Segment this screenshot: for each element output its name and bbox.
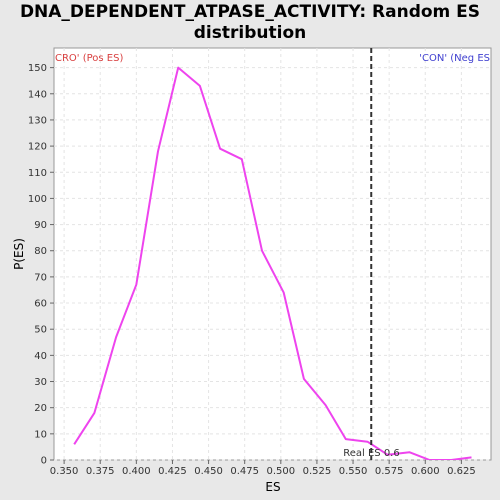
y-tick-label: 140	[28, 89, 47, 100]
x-tick-label: 0.625	[447, 466, 476, 477]
x-tick-label: 0.375	[86, 466, 115, 477]
y-tick-label: 150	[28, 63, 47, 74]
x-tick-label: 0.500	[266, 466, 295, 477]
y-axis-label: P(ES)	[12, 238, 26, 270]
x-tick-label: 0.575	[375, 466, 404, 477]
plot-area	[53, 47, 492, 461]
series-line	[73, 66, 472, 460]
x-tick-label: 0.425	[158, 466, 187, 477]
y-tick-label: 120	[28, 142, 47, 153]
y-tick-label: 20	[34, 403, 47, 414]
y-tick-label: 130	[28, 115, 47, 126]
y-tick-label: 70	[34, 272, 47, 283]
neg-es-label: 'CON' (Neg ES	[419, 53, 490, 64]
chart-title: DNA_DEPENDENT_ATPASE_ACTIVITY: Random ES…	[0, 2, 500, 44]
y-tick-label: 60	[34, 299, 47, 310]
y-axis: 0 10 20 30 40 50 60 70 80 90 100 110 120 130 140 150	[28, 63, 54, 467]
x-tick-label: 0.350	[50, 466, 79, 477]
x-axis: 0.350 0.375 0.400 0.425 0.450 0.475 0.500 0.525…	[50, 460, 476, 477]
x-tick-label: 0.525	[303, 466, 332, 477]
x-tick-label: 0.550	[339, 466, 368, 477]
y-tick-label: 100	[28, 194, 47, 205]
y-tick-label: 10	[34, 429, 47, 440]
chart-title-line2: distribution	[193, 23, 307, 43]
series-layer	[73, 66, 472, 460]
x-tick-label: 0.475	[230, 466, 259, 477]
y-tick-label: 0	[41, 456, 47, 467]
real-es-label: Real ES 0.6	[343, 448, 399, 459]
x-axis-label: ES	[265, 480, 280, 494]
x-tick-label: 0.450	[194, 466, 223, 477]
y-tick-label: 30	[34, 377, 47, 388]
y-tick-label: 40	[34, 351, 47, 362]
y-tick-label: 80	[34, 246, 47, 257]
y-tick-label: 90	[34, 220, 47, 231]
x-tick-label: 0.600	[411, 466, 440, 477]
chart-title-line1: DNA_DEPENDENT_ATPASE_ACTIVITY: Random ES	[19, 2, 481, 22]
y-tick-label: 110	[28, 168, 47, 179]
y-tick-label: 50	[34, 325, 47, 336]
pos-es-label: CRO' (Pos ES)	[55, 53, 123, 64]
x-tick-label: 0.400	[122, 466, 151, 477]
grid	[54, 48, 491, 461]
